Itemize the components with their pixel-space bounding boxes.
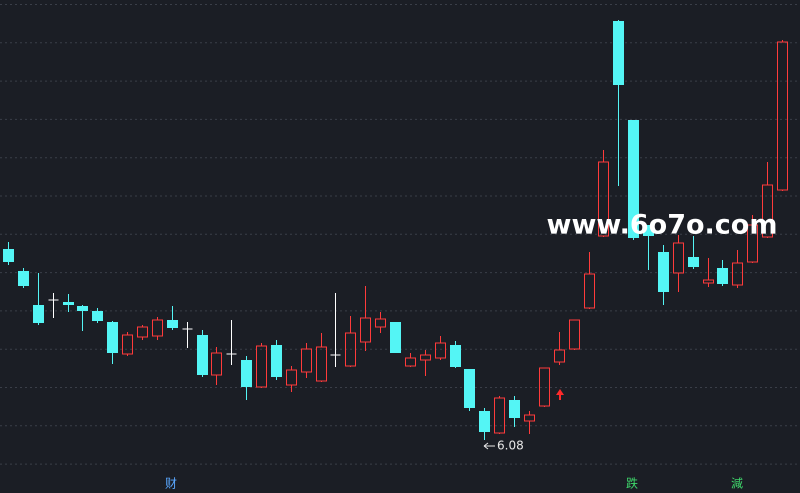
candle-body — [569, 319, 580, 350]
candle-body — [18, 271, 29, 286]
candle-body — [197, 335, 208, 375]
candle-body — [301, 348, 312, 373]
candle-body — [509, 400, 520, 418]
candle-body — [152, 319, 163, 337]
signal-label: 跌 — [626, 476, 638, 491]
candle-body — [107, 322, 118, 353]
candle-body — [137, 326, 148, 338]
candle-body — [747, 224, 758, 263]
candle-body — [256, 345, 267, 388]
low-label: 6.08 — [497, 439, 524, 453]
candle-body — [658, 252, 669, 292]
candle-body — [405, 357, 416, 367]
candle-body — [316, 346, 327, 382]
candle-body — [464, 369, 475, 408]
candle-body — [732, 262, 743, 286]
candle-body — [673, 242, 684, 274]
candle-body — [450, 345, 461, 367]
candle-body — [643, 225, 654, 236]
plot — [3, 20, 788, 440]
candle-body — [420, 354, 431, 361]
candle-body — [271, 345, 282, 377]
candle-body — [479, 411, 490, 432]
watermark: www.6o7o.com — [547, 210, 778, 241]
candle-body — [92, 311, 103, 321]
candle-body — [286, 369, 297, 386]
candle-body — [345, 332, 356, 367]
candle-body — [122, 334, 133, 355]
candle-body — [598, 161, 609, 237]
candle-body — [77, 306, 88, 311]
candle-body — [584, 273, 595, 309]
signal-label: 财 — [165, 477, 177, 491]
buy-arrow — [556, 389, 564, 400]
candle-body — [390, 322, 401, 353]
candle-body — [435, 342, 446, 359]
candle-body — [613, 21, 624, 85]
candle-body — [554, 349, 565, 363]
candle-body — [762, 184, 773, 238]
candle-body — [241, 360, 252, 387]
candle-body — [375, 318, 386, 328]
candle-body — [33, 305, 44, 323]
low-arrow-head — [483, 442, 489, 450]
candle-body — [717, 268, 728, 284]
candle-body — [539, 367, 550, 407]
candle-body — [777, 41, 788, 191]
candle-body — [628, 120, 639, 238]
candle-body — [360, 317, 371, 343]
candle-body — [494, 397, 505, 434]
candle-body — [211, 352, 222, 376]
candle-body — [688, 257, 699, 267]
candle-body — [3, 249, 14, 262]
candle-body — [703, 279, 714, 284]
candle-body — [63, 302, 74, 305]
signal-label: 減 — [731, 476, 743, 491]
candle-body — [524, 414, 535, 422]
candle-body — [167, 320, 178, 328]
